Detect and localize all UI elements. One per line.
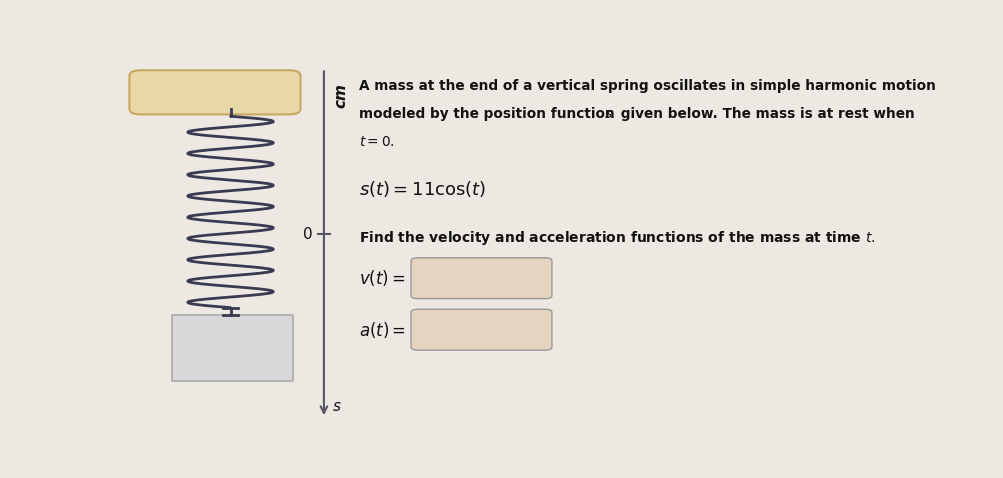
FancyBboxPatch shape (173, 315, 293, 381)
Text: Find the velocity and acceleration functions of the mass at time $t.$: Find the velocity and acceleration funct… (359, 228, 875, 247)
FancyBboxPatch shape (129, 70, 300, 114)
Text: A mass at the end of a vertical spring oscillates in simple harmonic motion: A mass at the end of a vertical spring o… (359, 79, 935, 93)
Text: given below. The mass is at rest when: given below. The mass is at rest when (616, 107, 915, 121)
Text: $t = 0.$: $t = 0.$ (359, 135, 394, 149)
Text: $a(t) =$: $a(t) =$ (359, 320, 405, 340)
FancyBboxPatch shape (410, 258, 552, 299)
Text: 0: 0 (302, 227, 312, 241)
Text: cm: cm (333, 83, 348, 108)
Text: modeled by the position function: modeled by the position function (359, 107, 619, 121)
Text: $v(t) =$: $v(t) =$ (359, 268, 405, 288)
Text: $s$: $s$ (604, 107, 612, 121)
FancyBboxPatch shape (410, 309, 552, 350)
Text: $s$: $s$ (331, 400, 341, 414)
Text: $s(t) = 11\cos(t)$: $s(t) = 11\cos(t)$ (359, 179, 485, 199)
